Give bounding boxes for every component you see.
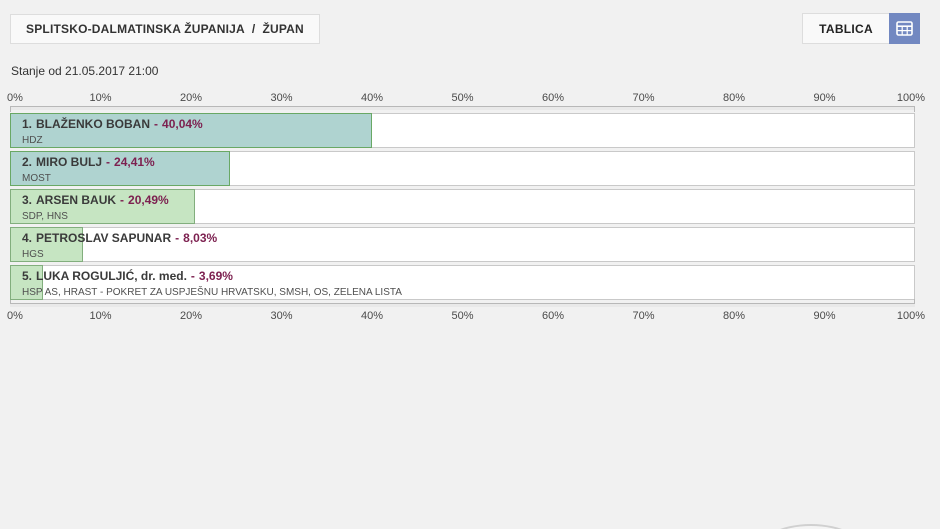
axis-tick-label: 0% xyxy=(7,92,23,104)
candidate-row: 4. PETROSLAV SAPUNAR -8,03% HGS xyxy=(10,227,915,262)
candidate-party: HSP AS, HRAST - POKRET ZA USPJEŠNU HRVAT… xyxy=(22,287,402,298)
candidate-party: HDZ xyxy=(22,135,43,146)
axis-tick-label: 80% xyxy=(722,310,746,322)
breadcrumb-separator: / xyxy=(251,22,256,36)
candidate-rank: 4. xyxy=(22,231,33,245)
candidate-name: PETROSLAV SAPUNAR xyxy=(36,231,172,245)
axis-tick-label: 10% xyxy=(89,92,112,104)
candidate-rank: 1. xyxy=(22,117,33,131)
candidate-name-line: 1. BLAŽENKO BOBAN -40,04% xyxy=(22,118,203,131)
axis-tick-label: 10% xyxy=(89,310,112,322)
candidate-name: LUKA ROGULJIĆ, dr. med. xyxy=(36,269,187,283)
top-axis-line xyxy=(10,106,915,112)
candidate-name: ARSEN BAUK xyxy=(36,193,117,207)
candidate-row: 1. BLAŽENKO BOBAN -40,04% HDZ xyxy=(10,113,915,148)
candidate-info: 1. BLAŽENKO BOBAN -40,04% HDZ xyxy=(22,118,203,147)
candidate-info: 4. PETROSLAV SAPUNAR -8,03% HGS xyxy=(22,232,217,261)
candidate-name-line: 3. ARSEN BAUK -20,49% xyxy=(22,194,169,207)
candidate-name-line: 2. MIRO BULJ -24,41% xyxy=(22,156,155,169)
axis-tick-label: 70% xyxy=(632,92,655,104)
candidate-percent: 20,49% xyxy=(128,193,169,207)
axis-tick-label: 20% xyxy=(179,310,203,322)
candidate-row: 3. ARSEN BAUK -20,49% SDP, HNS xyxy=(10,189,915,224)
candidate-row: 2. MIRO BULJ -24,41% MOST xyxy=(10,151,915,186)
candidate-name: BLAŽENKO BOBAN xyxy=(36,117,151,131)
candidate-rank: 3. xyxy=(22,193,33,207)
candidate-name-line: 5. LUKA ROGULJIĆ, dr. med. -3,69% xyxy=(22,270,402,283)
name-percent-separator: - xyxy=(175,231,180,245)
axis-tick xyxy=(10,299,11,304)
result-bar xyxy=(10,113,372,148)
results-rows: 1. BLAŽENKO BOBAN -40,04% HDZ 2. MIRO BULJ -… xyxy=(10,113,915,300)
name-percent-separator: - xyxy=(106,155,111,169)
result-bar xyxy=(10,265,44,300)
table-view-button[interactable]: TABLICA xyxy=(802,13,920,44)
table-view-button-label[interactable]: TABLICA xyxy=(802,13,889,44)
result-bar xyxy=(10,227,83,262)
candidate-info: 2. MIRO BULJ -24,41% MOST xyxy=(22,156,155,185)
bottom-axis-line xyxy=(10,299,915,307)
name-percent-separator: - xyxy=(190,269,195,283)
table-grid-icon[interactable] xyxy=(889,13,920,44)
name-percent-separator: - xyxy=(120,193,125,207)
axis-tick-label: 60% xyxy=(541,92,565,104)
axis-tick-label: 20% xyxy=(179,92,203,104)
axis-tick xyxy=(914,107,915,112)
candidate-name-line: 4. PETROSLAV SAPUNAR -8,03% xyxy=(22,232,217,245)
bottom-axis-labels: 0% 10% 20% 30% 40% 50% 60% 70% 80% 90% 100% xyxy=(7,310,925,324)
top-axis-labels: 0% 10% 20% 30% 40% 50% 60% 70% 80% 90% 100% xyxy=(7,92,925,106)
candidate-percent: 24,41% xyxy=(114,155,155,169)
candidate-party: SDP, HNS xyxy=(22,211,68,222)
breadcrumb[interactable]: SPLITSKO-DALMATINSKA ŽUPANIJA / ŽUPAN xyxy=(10,14,320,44)
axis-tick-label: 0% xyxy=(7,310,23,322)
candidate-rank: 2. xyxy=(22,155,33,169)
name-percent-separator: - xyxy=(154,117,159,131)
decorative-arc xyxy=(755,524,867,529)
candidate-percent: 40,04% xyxy=(162,117,203,131)
candidate-info: 3. ARSEN BAUK -20,49% SDP, HNS xyxy=(22,194,169,223)
candidate-rank: 5. xyxy=(22,269,33,283)
breadcrumb-region[interactable]: SPLITSKO-DALMATINSKA ŽUPANIJA xyxy=(26,22,245,36)
axis-tick-label: 70% xyxy=(632,310,655,322)
candidate-party: MOST xyxy=(22,173,51,184)
result-bar xyxy=(10,189,196,224)
axis-tick-label: 100% xyxy=(896,92,925,104)
status-timestamp: Stanje od 21.05.2017 21:00 xyxy=(11,64,159,78)
candidate-info: 5. LUKA ROGULJIĆ, dr. med. -3,69% HSP AS, … xyxy=(22,270,402,299)
axis-tick-label: 60% xyxy=(541,310,565,322)
result-bar xyxy=(10,151,231,186)
axis-tick-label: 40% xyxy=(360,310,384,322)
candidate-name: MIRO BULJ xyxy=(36,155,103,169)
breadcrumb-section[interactable]: ŽUPAN xyxy=(262,22,304,36)
candidate-row: 5. LUKA ROGULJIĆ, dr. med. -3,69% HSP AS, … xyxy=(10,265,915,300)
axis-tick xyxy=(10,107,11,112)
axis-tick-label: 100% xyxy=(896,310,925,322)
axis-tick-label: 80% xyxy=(722,92,746,104)
axis-tick-label: 30% xyxy=(270,310,293,322)
candidate-percent: 8,03% xyxy=(183,231,218,245)
axis-tick-label: 90% xyxy=(813,92,836,104)
axis-tick-label: 40% xyxy=(360,92,384,104)
axis-tick-label: 50% xyxy=(451,310,474,322)
candidate-percent: 3,69% xyxy=(198,269,233,283)
axis-tick-label: 90% xyxy=(813,310,836,322)
candidate-party: HGS xyxy=(22,249,44,260)
axis-tick-label: 30% xyxy=(270,92,293,104)
results-bar-chart: 0% 10% 20% 30% 40% 50% 60% 70% 80% 90% 100% 1. BLAŽ… xyxy=(7,92,925,324)
axis-tick-label: 50% xyxy=(451,92,474,104)
axis-tick xyxy=(914,299,915,304)
